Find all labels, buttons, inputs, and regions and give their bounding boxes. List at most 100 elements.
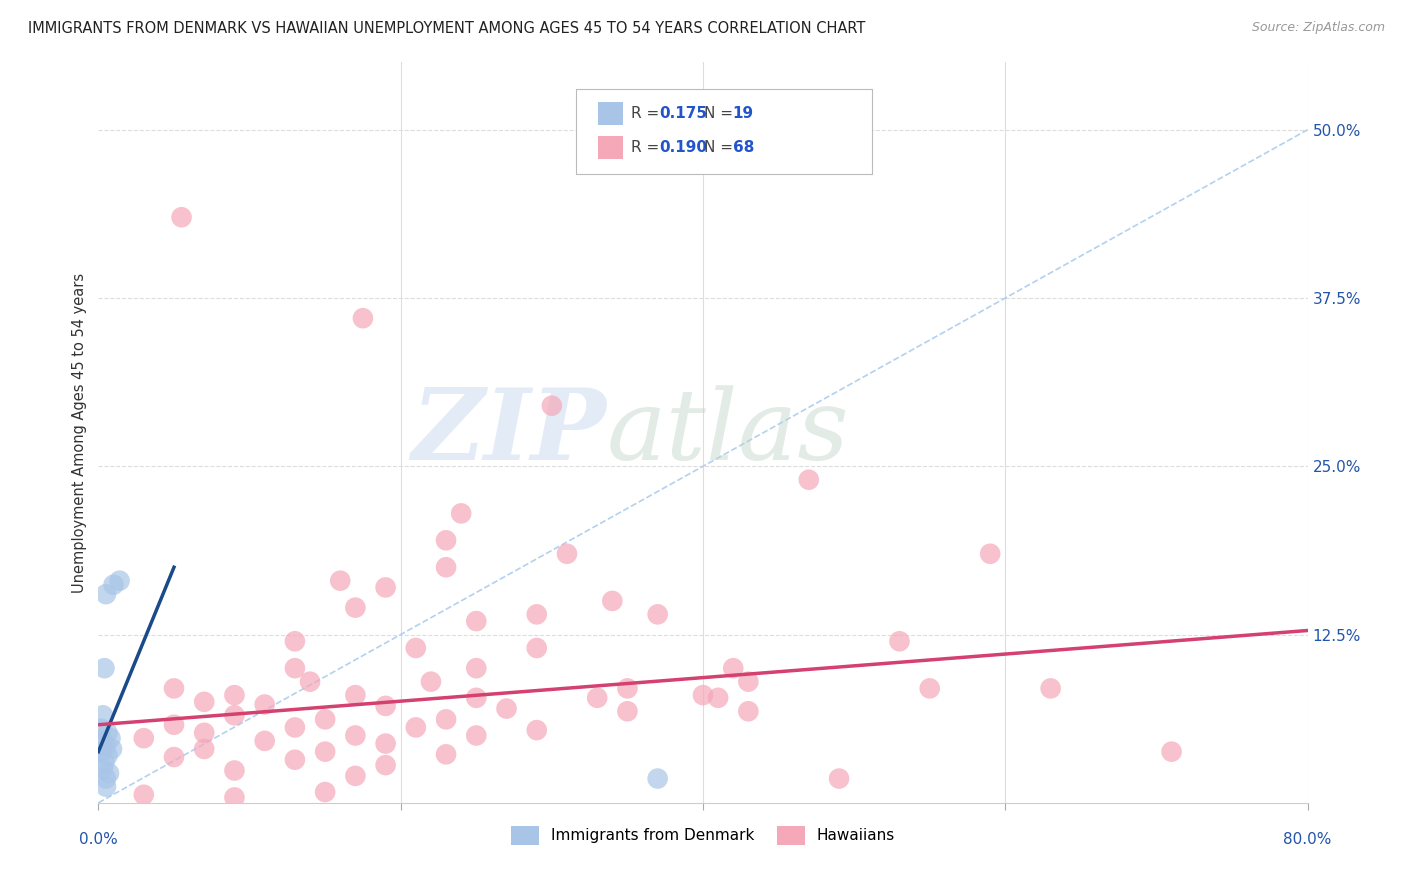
Point [170, 211, 193, 225]
Point [420, 674, 443, 689]
Point [163, 750, 186, 764]
Point [224, 764, 246, 778]
Point [918, 681, 941, 696]
Point [465, 614, 488, 628]
Point [692, 688, 714, 702]
Point [723, 661, 745, 675]
Point [1039, 681, 1062, 696]
Point [374, 737, 396, 751]
Point [314, 785, 336, 799]
Point [100, 731, 122, 746]
Point [434, 712, 457, 726]
Point [616, 681, 638, 696]
Point [707, 690, 730, 705]
Point [647, 772, 669, 786]
Point [93, 661, 115, 675]
Point [1160, 745, 1182, 759]
Point [495, 701, 517, 715]
Point [405, 640, 427, 655]
Point [465, 661, 488, 675]
Point [284, 661, 307, 675]
Point [434, 533, 457, 548]
Point [224, 708, 246, 723]
Point [344, 688, 367, 702]
Point [90, 745, 112, 759]
Point [434, 560, 457, 574]
Point [284, 634, 307, 648]
Point [540, 399, 562, 413]
Point [93, 756, 115, 770]
Text: Source: ZipAtlas.com: Source: ZipAtlas.com [1251, 21, 1385, 34]
Point [108, 574, 131, 588]
Point [91, 734, 114, 748]
Point [193, 695, 215, 709]
Point [193, 726, 215, 740]
Point [344, 729, 367, 743]
Text: N =: N = [704, 140, 738, 154]
Point [344, 600, 367, 615]
Point [555, 547, 578, 561]
Point [132, 731, 155, 746]
Point [434, 747, 457, 762]
Point [374, 698, 396, 713]
Point [797, 473, 820, 487]
Point [94, 772, 117, 786]
Point [526, 640, 548, 655]
Point [828, 772, 851, 786]
Text: 68: 68 [733, 140, 754, 154]
Point [344, 769, 367, 783]
Point [526, 723, 548, 738]
Point [314, 745, 336, 759]
Point [616, 704, 638, 718]
Point [98, 766, 121, 780]
Point [163, 717, 186, 731]
Point [737, 674, 759, 689]
Point [253, 698, 276, 712]
Text: 19: 19 [733, 106, 754, 120]
Point [224, 790, 246, 805]
Text: R =: R = [631, 140, 665, 154]
Point [193, 742, 215, 756]
Text: 80.0%: 80.0% [1284, 832, 1331, 847]
Point [94, 780, 117, 794]
Point [284, 720, 307, 734]
Text: ZIP: ZIP [412, 384, 606, 481]
Point [253, 734, 276, 748]
Point [374, 581, 396, 595]
Point [96, 726, 118, 740]
Point [405, 720, 427, 734]
Text: atlas: atlas [606, 385, 849, 480]
Point [284, 753, 307, 767]
Point [94, 587, 117, 601]
Text: IMMIGRANTS FROM DENMARK VS HAWAIIAN UNEMPLOYMENT AMONG AGES 45 TO 54 YEARS CORRE: IMMIGRANTS FROM DENMARK VS HAWAIIAN UNEM… [28, 21, 866, 36]
Point [526, 607, 548, 622]
Point [374, 758, 396, 772]
Point [94, 739, 117, 754]
Point [329, 574, 352, 588]
Point [465, 729, 488, 743]
Point [90, 722, 112, 736]
Point [91, 708, 114, 723]
Point [132, 788, 155, 802]
Point [352, 311, 374, 326]
Point [101, 742, 124, 756]
Point [314, 712, 336, 726]
Point [465, 690, 488, 705]
Point [103, 578, 125, 592]
Text: 0.190: 0.190 [659, 140, 707, 154]
Point [450, 507, 472, 521]
Point [586, 690, 609, 705]
Point [889, 634, 911, 648]
Point [737, 704, 759, 718]
Point [647, 607, 669, 622]
Text: N =: N = [704, 106, 738, 120]
Point [224, 688, 246, 702]
Y-axis label: Unemployment Among Ages 45 to 54 years: Unemployment Among Ages 45 to 54 years [72, 273, 87, 592]
Text: R =: R = [631, 106, 665, 120]
Point [979, 547, 1001, 561]
Point [91, 762, 114, 776]
Point [299, 674, 322, 689]
Text: 0.175: 0.175 [659, 106, 707, 120]
Point [163, 681, 186, 696]
Point [96, 748, 118, 763]
